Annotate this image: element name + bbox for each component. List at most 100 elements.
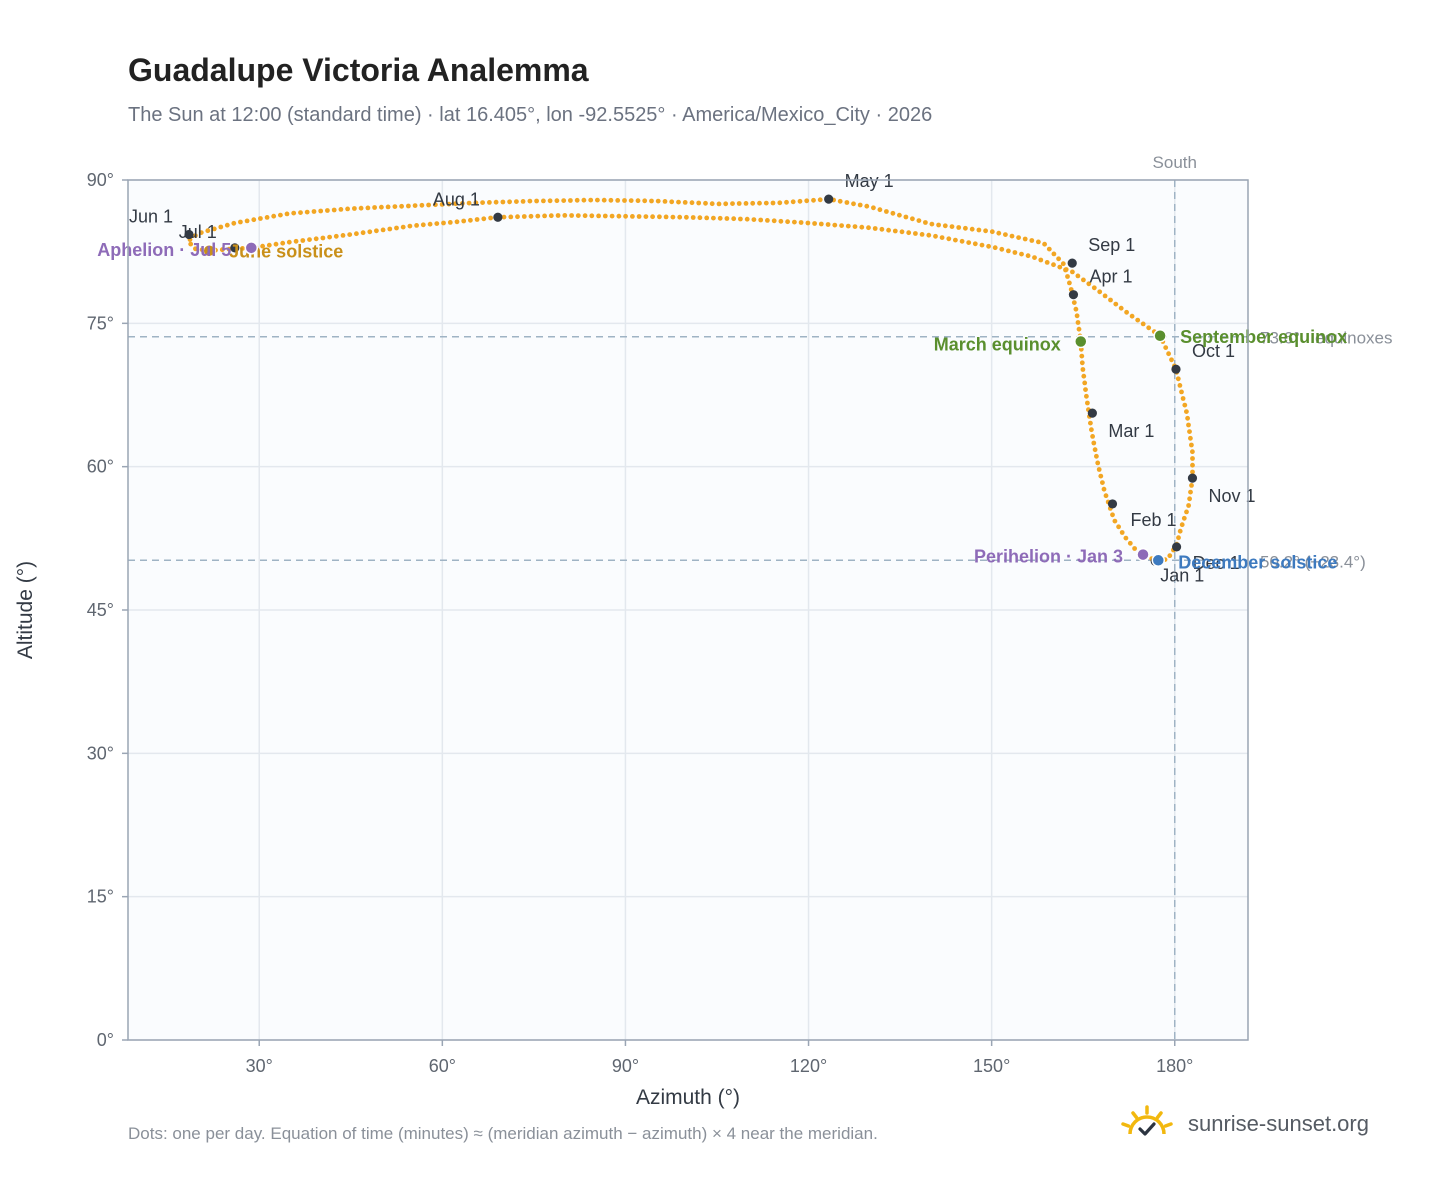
daily-sun-dot (1180, 396, 1186, 401)
daily-sun-dot (696, 200, 702, 206)
daily-sun-dot (866, 225, 871, 231)
daily-sun-dot (811, 197, 816, 203)
daily-sun-dot (636, 214, 642, 219)
month-label: Mar 1 (1108, 421, 1154, 441)
daily-sun-dot (785, 219, 790, 225)
daily-sun-dot (325, 208, 330, 213)
daily-sun-dot (581, 197, 587, 203)
daily-sun-dot (851, 201, 856, 207)
daily-sun-dot (872, 226, 878, 231)
event-marker (202, 243, 216, 258)
event-label: March equinox (934, 334, 1061, 354)
daily-sun-dot (1166, 351, 1171, 357)
daily-sun-dot (427, 221, 433, 227)
daily-sun-dot (286, 239, 292, 245)
daily-sun-dot (380, 227, 386, 233)
daily-sun-dot (859, 224, 865, 230)
daily-sun-dot (1088, 420, 1093, 426)
month-label: Aug 1 (433, 189, 480, 209)
daily-sun-dot (1016, 235, 1021, 241)
daily-sun-dot (635, 198, 641, 204)
daily-sun-dot (1108, 297, 1113, 303)
x-tick-label: 180° (1156, 1056, 1193, 1076)
daily-sun-dot (508, 214, 514, 220)
daily-sun-dot (542, 213, 547, 219)
daily-sun-dot (481, 216, 487, 222)
month-marker (230, 243, 240, 253)
daily-sun-dot (731, 216, 737, 222)
y-tick-label: 75° (87, 313, 114, 333)
daily-sun-dot (1091, 440, 1097, 446)
daily-sun-dot (374, 228, 379, 234)
daily-sun-dot (1063, 267, 1069, 272)
daily-sun-dot (1051, 251, 1057, 257)
daily-sun-dot (311, 209, 317, 214)
event-marker (1151, 553, 1166, 568)
daily-sun-dot (1190, 449, 1195, 455)
daily-sun-dot (1118, 305, 1124, 311)
month-label: Feb 1 (1131, 510, 1177, 530)
daily-sun-dot (1097, 289, 1103, 295)
daily-sun-dot (736, 201, 742, 206)
reference-lines: South 73.6° · equinoxes 50.2° (−23.4°) (128, 153, 1393, 1040)
daily-sun-dot (1079, 353, 1085, 359)
month-label: Jun 1 (129, 206, 173, 226)
daily-sun-dot (426, 202, 431, 208)
daily-sun-dot (1095, 460, 1101, 466)
daily-sun-dot (1113, 301, 1119, 307)
event-label: December solstice (1178, 552, 1337, 572)
daily-sun-dot (677, 214, 683, 220)
footnote: Dots: one per day. Equation of time (min… (128, 1124, 878, 1143)
daily-sun-dot (689, 200, 695, 206)
y-axis-label: Altitude (°) (14, 561, 37, 659)
daily-sun-dot (1182, 402, 1188, 408)
daily-sun-dot (717, 215, 723, 221)
daily-sun-dot (434, 221, 440, 227)
daily-sun-dot (1119, 530, 1125, 535)
daily-sun-dot (903, 214, 909, 220)
daily-sun-dot (331, 207, 337, 213)
daily-sun-dot (1094, 453, 1099, 459)
daily-sun-dot (628, 198, 634, 204)
daily-sun-dot (521, 214, 527, 219)
daily-sun-dot (414, 223, 419, 228)
daily-sun-dot (574, 197, 580, 203)
daily-sun-dot (1184, 409, 1189, 414)
daily-sun-dot (480, 200, 485, 206)
daily-sun-dot (757, 200, 762, 206)
daily-sun-dot (284, 211, 290, 217)
daily-sun-dot (468, 217, 473, 223)
daily-sun-dot (969, 226, 975, 232)
daily-sun-dot (554, 198, 560, 204)
daily-sun-dot (515, 214, 520, 220)
daily-sun-dot (399, 203, 404, 209)
daily-sun-dot (1019, 251, 1024, 257)
daily-sun-dot (703, 200, 708, 206)
daily-sun-dot (623, 213, 628, 219)
daily-sun-dot (379, 204, 384, 210)
y-tick-label: 60° (87, 457, 114, 477)
daily-sun-dot (258, 216, 263, 221)
daily-sun-dot (1112, 518, 1118, 524)
daily-sun-dot (798, 220, 804, 225)
daily-sun-dot (890, 210, 896, 216)
month-marker (1171, 542, 1182, 552)
daily-sun-dot (1092, 447, 1098, 453)
daily-sun-dot (1169, 357, 1174, 363)
daily-sun-dot (777, 200, 783, 206)
daily-sun-dot (939, 235, 945, 241)
daily-sun-dot (751, 217, 757, 223)
month-markers: Jan 1 Feb 1 Mar 1 Apr 1 May 1 Jun 1 Jul 1 Aug 1… (129, 171, 1256, 585)
daily-sun-dot (744, 216, 750, 222)
daily-sun-dot (240, 246, 245, 251)
daily-sun-dot (877, 207, 883, 213)
daily-sun-dot (1124, 309, 1129, 315)
daily-sun-dot (999, 246, 1005, 252)
daily-sun-dot (942, 223, 948, 229)
daily-sun-dot (535, 213, 541, 219)
daily-sun-dot (238, 219, 243, 225)
daily-sun-dot (1103, 493, 1109, 499)
daily-sun-dot (1032, 255, 1037, 260)
daily-sun-dot (837, 198, 843, 204)
